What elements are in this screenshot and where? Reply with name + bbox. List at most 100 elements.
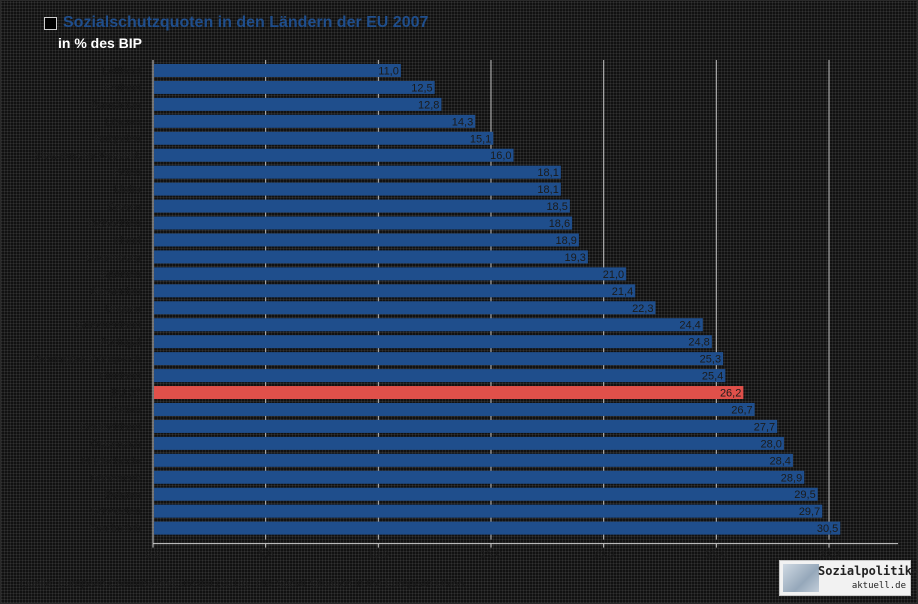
site-logo[interactable]: Sozialpolitik- aktuell.de	[779, 560, 918, 596]
value-label: 28,0	[761, 438, 782, 450]
bar	[154, 352, 724, 366]
category-label: Irland	[113, 235, 141, 247]
value-label: 24,4	[679, 320, 700, 332]
value-label: 16,0	[490, 150, 511, 162]
category-label: Deutschland	[80, 421, 141, 433]
x-tick-label: 30,0	[818, 549, 839, 561]
bar	[154, 267, 627, 281]
checkbox-icon[interactable]	[44, 16, 57, 30]
bar	[154, 63, 401, 77]
category-label: Bulgarien	[95, 133, 141, 145]
value-label: 24,8	[688, 337, 709, 349]
value-label: 27,7	[754, 421, 775, 433]
category-label: Rumänien	[91, 99, 141, 111]
value-label: 29,7	[799, 506, 820, 518]
bar	[154, 369, 726, 383]
category-label: Polen	[113, 167, 141, 179]
category-label: EU 27	[110, 388, 141, 400]
category-label: Zypern	[107, 201, 141, 213]
category-label: Vereinigtes Königreich	[32, 354, 141, 366]
value-label: 21,0	[603, 269, 624, 281]
category-label: Estland	[104, 82, 141, 94]
bar	[154, 284, 636, 298]
value-label: 28,9	[781, 472, 802, 484]
bar	[154, 436, 784, 450]
bar	[154, 521, 841, 535]
value-label: 28,4	[770, 455, 791, 467]
value-label: 25,4	[702, 371, 723, 383]
value-label: 15,1	[470, 133, 491, 145]
category-label: Österreich	[90, 438, 141, 450]
value-label: 29,5	[794, 489, 815, 501]
category-label: Dänemark	[90, 472, 141, 484]
value-label: 18,5	[546, 201, 567, 213]
category-label: Niederlande	[82, 455, 141, 467]
bar	[154, 114, 476, 128]
category-label: Ungarn	[105, 303, 141, 315]
logo-text-secondary: aktuell.de	[851, 581, 906, 591]
value-label: 21,4	[612, 286, 633, 298]
chart-title: Sozialschutzquoten in den Ländern der EU…	[63, 14, 429, 31]
bar	[154, 487, 818, 501]
category-label: Slowenien	[90, 286, 141, 298]
bar	[154, 148, 514, 162]
bar	[154, 402, 755, 416]
bar	[154, 182, 561, 196]
value-label: 18,9	[555, 235, 576, 247]
x-tick-label: 25,0	[706, 549, 727, 561]
bar	[154, 504, 823, 518]
bar	[154, 80, 435, 94]
category-label: Schweden	[90, 506, 141, 518]
value-label: 18,1	[537, 167, 558, 179]
category-label: Tschechien	[86, 218, 141, 230]
category-label: Malta	[114, 184, 142, 196]
bar	[154, 165, 561, 179]
category-label: Lettland	[102, 65, 141, 77]
category-label: Belgien	[104, 489, 141, 501]
category-label: Portugal	[100, 337, 141, 349]
logo-graphic-icon	[783, 564, 819, 592]
value-label: 26,7	[731, 404, 752, 416]
value-label: 18,6	[549, 218, 570, 230]
bar	[154, 453, 793, 467]
bar	[154, 97, 442, 111]
value-label: 25,3	[700, 354, 721, 366]
value-label: 26,2	[720, 388, 741, 400]
chart-subtitle: in % des BIP	[58, 35, 143, 51]
category-label: Finnland	[99, 371, 141, 383]
bar	[154, 216, 573, 230]
title-row: Sozialschutzquoten in den Ländern der EU…	[44, 14, 428, 32]
bar	[154, 318, 703, 332]
value-label: 12,5	[411, 82, 432, 94]
bar	[154, 301, 656, 315]
bar	[154, 199, 570, 213]
value-label: 18,1	[537, 184, 558, 196]
bar	[154, 233, 579, 247]
x-tick-label: 10,0	[368, 549, 389, 561]
value-label: 12,8	[418, 99, 439, 111]
category-label: Spanien	[101, 269, 141, 281]
category-label: Griechenland	[76, 320, 141, 332]
x-tick-label: 5,0	[258, 549, 273, 561]
bar	[154, 250, 588, 264]
x-tick-label: 15,0	[480, 549, 501, 561]
value-label: 14,3	[452, 116, 473, 128]
logo-text-primary: Sozialpolitik-	[818, 564, 918, 578]
category-label: Luxemburg	[86, 252, 141, 264]
bar	[154, 470, 805, 484]
value-label: 22,3	[632, 303, 653, 315]
bar-highlight	[154, 386, 744, 400]
value-label: 30,5	[817, 523, 838, 535]
x-tick-label: 0,0	[145, 549, 160, 561]
x-tick-label: 20,0	[593, 549, 614, 561]
bar	[154, 131, 494, 145]
value-label: 19,3	[564, 252, 585, 264]
bar	[154, 335, 712, 349]
category-label: Slowakische Republik	[34, 150, 141, 162]
bar	[154, 419, 778, 433]
value-label: 11,0	[378, 65, 399, 77]
category-label: Frankreich	[89, 523, 141, 535]
source-note: Quelle: European Commission/Eurostat (20…	[20, 578, 468, 590]
category-label: Italien	[112, 404, 141, 416]
